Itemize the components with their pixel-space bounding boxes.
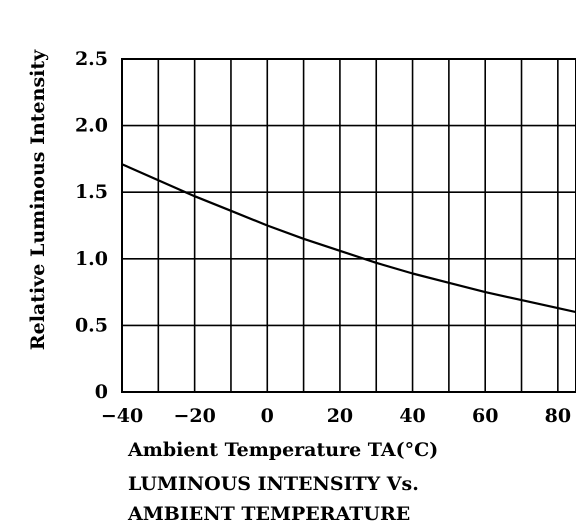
tick-labels: 0 0.5 1.0 1.5 2.0 2.5 −40 −20 0 20 40 60 80 xyxy=(75,48,571,427)
x-tick-label: 0 xyxy=(261,405,274,427)
x-tick-label: −40 xyxy=(101,405,143,427)
x-axis-label: Ambient Temperature TA(°C) xyxy=(127,439,438,461)
y-axis-label: Relative Luminous Intensity xyxy=(27,49,49,350)
chart-title-line-1: LUMINOUS INTENSITY Vs. xyxy=(128,473,419,495)
y-tick-label: 0 xyxy=(95,381,108,403)
chart-title-line-2: AMBIENT TEMPERATURE xyxy=(127,503,410,525)
plot-frame xyxy=(122,59,576,392)
series-line xyxy=(122,164,576,312)
y-tick-label: 0.5 xyxy=(75,314,108,336)
y-tick-label: 1.0 xyxy=(75,248,108,270)
x-tick-label: 20 xyxy=(327,405,353,427)
y-tick-label: 1.5 xyxy=(75,181,108,203)
y-tick-label: 2.5 xyxy=(75,48,108,70)
x-tick-label: 60 xyxy=(472,405,498,427)
series xyxy=(122,164,576,312)
x-tick-label: 80 xyxy=(545,405,571,427)
x-tick-label: 40 xyxy=(399,405,425,427)
y-tick-label: 2.0 xyxy=(75,115,108,137)
x-tick-label: −20 xyxy=(173,405,215,427)
grid xyxy=(122,59,576,392)
